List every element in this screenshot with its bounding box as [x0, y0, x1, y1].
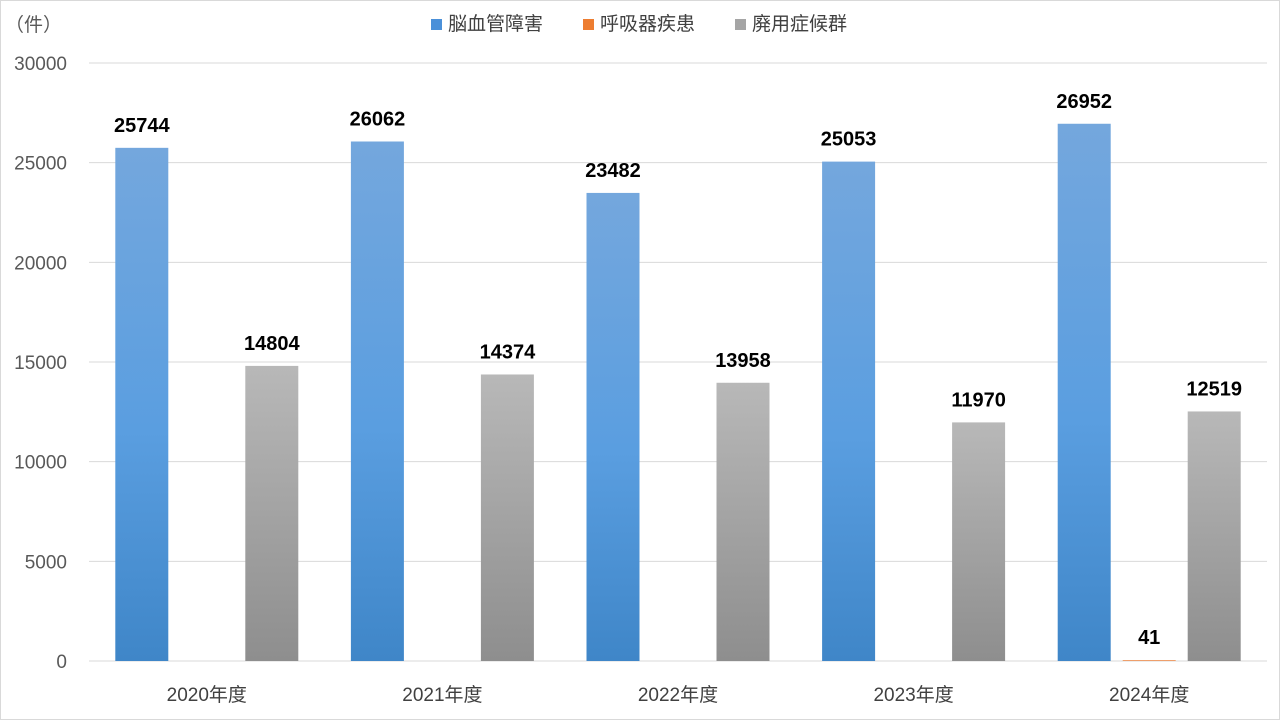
legend-swatch — [583, 19, 594, 30]
legend-entry: 呼吸器疾患 — [600, 13, 695, 35]
x-axis: 2020年度 2021年度 2022年度 2023年度 2024年度 — [167, 684, 1190, 706]
data-label: 12519 — [1186, 378, 1242, 400]
y-tick-label: 5000 — [25, 552, 67, 573]
bar — [1057, 123, 1111, 662]
bar — [586, 192, 640, 661]
data-labels: 25744 14804 26062 14374 23482 13958 25053 11970… — [114, 91, 1242, 649]
bar — [952, 422, 1006, 661]
x-tick-label: 2022年度 — [638, 684, 718, 706]
y-tick-label: 0 — [56, 652, 67, 673]
legend-swatch — [735, 19, 746, 30]
data-label: 41 — [1138, 627, 1160, 649]
data-label: 26952 — [1056, 91, 1112, 113]
legend-entry: 廃用症候群 — [752, 13, 847, 35]
y-tick-label: 10000 — [14, 453, 67, 474]
bar — [115, 147, 169, 661]
bar — [350, 141, 404, 662]
y-unit-label: （件） — [5, 14, 62, 36]
bar — [1122, 660, 1176, 661]
data-label: 23482 — [585, 160, 641, 182]
bar — [822, 161, 876, 661]
legend-entry: 脳血管障害 — [448, 13, 543, 35]
x-tick-label: 2023年度 — [873, 684, 953, 706]
bar — [245, 365, 299, 661]
data-label: 25744 — [114, 115, 170, 137]
bar — [480, 374, 534, 661]
data-label: 13958 — [715, 350, 771, 372]
y-tick-label: 20000 — [14, 253, 67, 274]
data-label: 26062 — [350, 108, 406, 130]
legend: 脳血管障害 呼吸器疾患 廃用症候群 — [431, 13, 847, 35]
data-label: 14374 — [480, 341, 536, 363]
data-label: 14804 — [244, 333, 300, 355]
y-tick-label: 25000 — [14, 154, 67, 175]
bars — [115, 123, 1241, 662]
x-tick-label: 2020年度 — [167, 684, 247, 706]
data-label: 25053 — [821, 129, 877, 151]
x-tick-label: 2021年度 — [402, 684, 482, 706]
y-tick-label: 30000 — [14, 54, 67, 75]
bar — [1187, 411, 1241, 661]
x-tick-label: 2024年度 — [1109, 684, 1189, 706]
y-axis: 0 5000 10000 15000 20000 25000 30000 — [14, 54, 67, 673]
bar — [716, 382, 770, 661]
data-label: 11970 — [951, 389, 1006, 411]
y-tick-label: 15000 — [14, 353, 67, 374]
legend-swatch — [431, 19, 442, 30]
